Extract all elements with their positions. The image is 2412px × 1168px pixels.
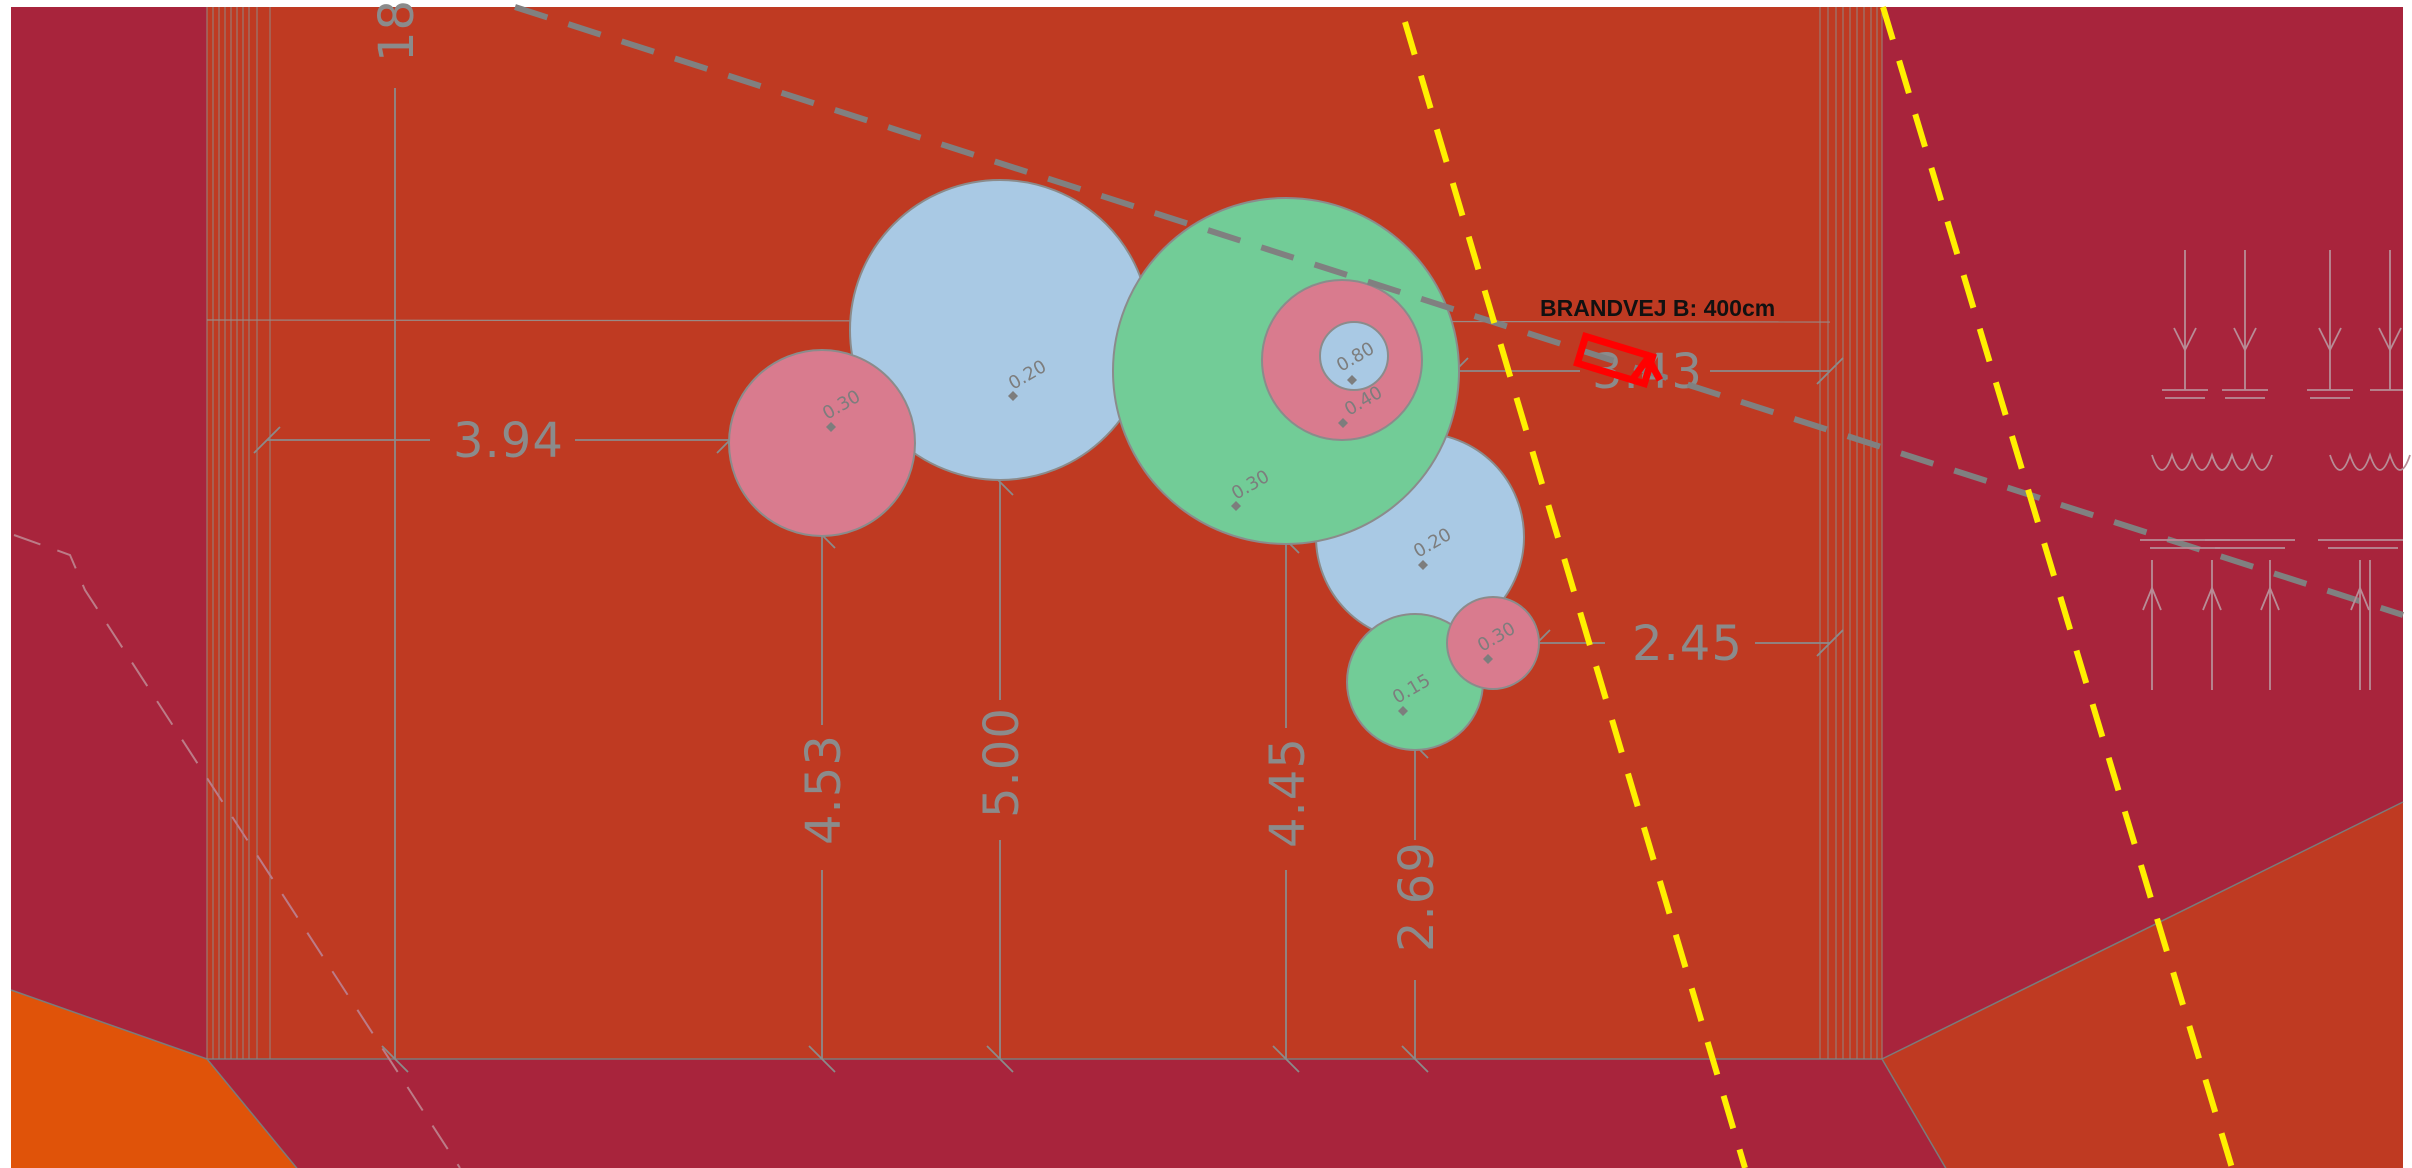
dimension-lines	[253, 88, 1844, 1073]
stair-symbol-group	[2140, 250, 2411, 690]
dimension-label: 5.00	[974, 707, 1030, 818]
stair-symbol	[2140, 250, 2233, 690]
courtyard-area	[207, 7, 1882, 1059]
stair-symbol	[2369, 250, 2403, 690]
center-markers	[826, 375, 1493, 716]
circle-pink-small	[1446, 596, 1540, 690]
boundary-line	[1881, 801, 2404, 1060]
property-line	[514, 4, 2404, 618]
boundary-line	[206, 1058, 298, 1168]
orange-area-bottom-left	[11, 990, 297, 1168]
circle-pink-left	[728, 349, 916, 537]
dimension-label: 4.45	[1260, 737, 1316, 848]
fire-lane-marker	[1573, 332, 1664, 388]
dimension-label: 2.45	[1632, 616, 1743, 672]
stair-symbol	[2307, 250, 2411, 690]
dimension-label: 18	[369, 0, 425, 62]
boundary-line	[10, 989, 208, 1060]
circles	[728, 179, 1540, 751]
orange-area-bottom-right	[1882, 802, 2403, 1168]
dimension-label: 4.53	[796, 734, 852, 845]
stair-symbol	[2202, 250, 2295, 690]
right-wall-hatch	[1819, 7, 1883, 1059]
dimension-label: 2.69	[1389, 841, 1445, 952]
dimension-label: 3.94	[453, 413, 564, 469]
left-wall-hatch	[206, 7, 271, 1059]
circle-light-blue-inner	[1319, 321, 1389, 391]
fire-lane-label: BRANDVEJ B: 400cm	[1540, 295, 1775, 321]
fire-lane-line	[1880, 6, 2235, 1168]
fire-lane-line	[1402, 21, 1748, 1168]
